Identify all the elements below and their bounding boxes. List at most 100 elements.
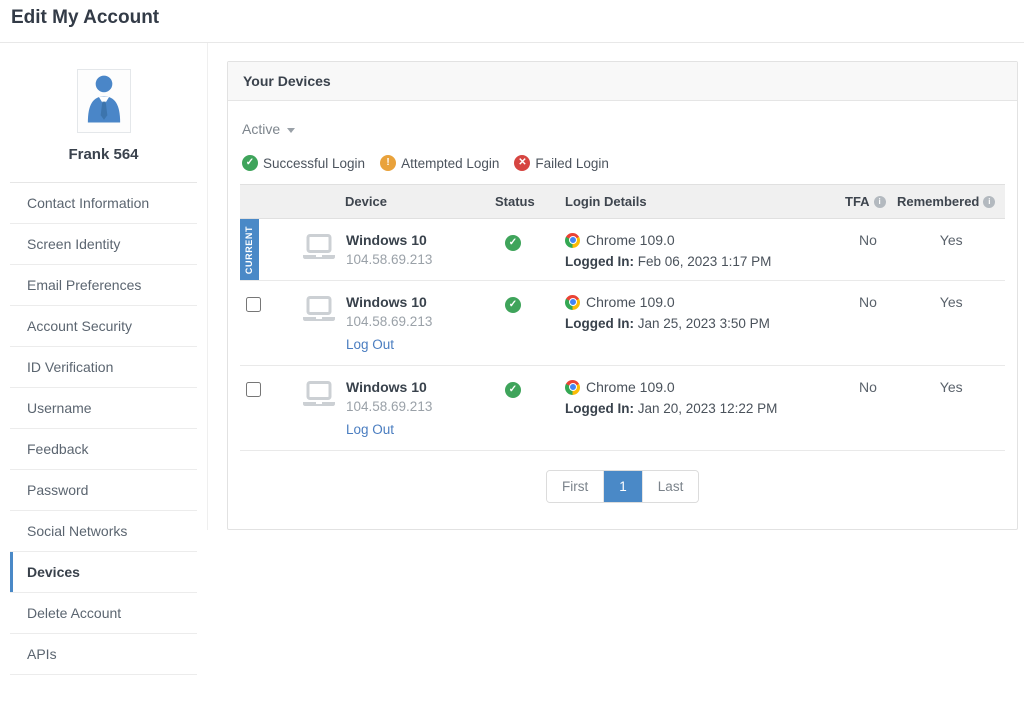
log-out-link[interactable]: Log Out bbox=[346, 337, 395, 352]
table-header-row: Device Status Login Details TFA i Rememb… bbox=[240, 184, 1006, 219]
chrome-icon bbox=[565, 379, 580, 395]
login-details-cell: Chrome 109.0 Logged In: Jan 20, 2023 12:… bbox=[565, 379, 845, 416]
page-title: Edit My Account bbox=[0, 0, 1024, 43]
content-area: Frank 564 Contact Information Screen Ide… bbox=[0, 43, 1024, 675]
device-ip: 104.58.69.213 bbox=[346, 252, 433, 267]
sidebar-item-account-security[interactable]: Account Security bbox=[10, 306, 197, 347]
profile-name: Frank 564 bbox=[68, 146, 139, 163]
check-circle-icon: ✓ bbox=[505, 235, 521, 251]
pagination-page-1-button[interactable]: 1 bbox=[603, 471, 642, 502]
browser-line: Chrome 109.0 bbox=[565, 294, 845, 310]
browser-line: Chrome 109.0 bbox=[565, 232, 845, 248]
sidebar-item-social-networks[interactable]: Social Networks bbox=[10, 511, 197, 552]
sidebar-item-screen-identity[interactable]: Screen Identity bbox=[10, 224, 197, 265]
header-remembered: Remembered i bbox=[897, 194, 1005, 209]
sidebar-item-email-preferences[interactable]: Email Preferences bbox=[10, 265, 197, 306]
chrome-icon bbox=[565, 232, 580, 248]
status-cell: ✓ bbox=[495, 294, 565, 313]
sidebar-item-id-verification[interactable]: ID Verification bbox=[10, 347, 197, 388]
device-ip: 104.58.69.213 bbox=[346, 314, 433, 329]
device-select-checkbox[interactable] bbox=[246, 297, 261, 312]
avatar bbox=[76, 69, 131, 133]
status-filter-dropdown[interactable]: Active bbox=[242, 121, 296, 137]
device-os: Windows 10 bbox=[346, 294, 427, 310]
remembered-value: Yes bbox=[939, 294, 963, 310]
tfa-value: No bbox=[859, 232, 877, 248]
header-remembered-label: Remembered bbox=[897, 194, 980, 209]
log-out-link[interactable]: Log Out bbox=[346, 422, 395, 437]
device-cell: Windows 10 104.58.69.213 Log Out bbox=[293, 379, 495, 439]
current-device-badge: CURRENT bbox=[240, 219, 259, 280]
main-column: Your Devices Active ✓ Successful Login !… bbox=[207, 43, 1019, 530]
account-sidebar: Frank 564 Contact Information Screen Ide… bbox=[10, 43, 197, 675]
info-icon[interactable]: i bbox=[983, 195, 996, 208]
sidebar-item-password[interactable]: Password bbox=[10, 470, 197, 511]
header-select-col bbox=[240, 194, 293, 209]
logged-in-label: Logged In: bbox=[565, 254, 634, 269]
laptop-icon bbox=[301, 234, 337, 267]
login-status-legend: ✓ Successful Login ! Attempted Login ✕ F… bbox=[242, 155, 1003, 171]
browser-line: Chrome 109.0 bbox=[565, 379, 845, 395]
laptop-icon bbox=[301, 381, 337, 439]
sidebar-item-apis[interactable]: APIs bbox=[10, 634, 197, 675]
header-status: Status bbox=[495, 194, 535, 209]
sidebar-item-delete-account[interactable]: Delete Account bbox=[10, 593, 197, 634]
account-nav: Contact Information Screen Identity Emai… bbox=[10, 183, 197, 675]
sidebar-item-devices[interactable]: Devices bbox=[10, 552, 197, 593]
current-badge-label: CURRENT bbox=[244, 225, 255, 274]
legend-attempted-login: ! Attempted Login bbox=[380, 155, 499, 171]
login-details-cell: Chrome 109.0 Logged In: Feb 06, 2023 1:1… bbox=[565, 232, 845, 269]
person-with-tie-icon bbox=[83, 74, 125, 129]
your-devices-panel: Your Devices Active ✓ Successful Login !… bbox=[227, 61, 1019, 530]
device-info: Windows 10 104.58.69.213 bbox=[346, 232, 432, 267]
device-select-checkbox[interactable] bbox=[246, 382, 261, 397]
info-icon[interactable]: i bbox=[873, 195, 886, 208]
chrome-icon bbox=[565, 294, 580, 310]
pagination-first-button[interactable]: First bbox=[547, 471, 604, 502]
browser-name: Chrome 109.0 bbox=[586, 379, 675, 395]
legend-successful-login: ✓ Successful Login bbox=[242, 155, 365, 171]
row-select-cell bbox=[240, 379, 293, 402]
browser-name: Chrome 109.0 bbox=[586, 232, 675, 248]
sidebar-item-username[interactable]: Username bbox=[10, 388, 197, 429]
legend-label: Failed Login bbox=[535, 155, 609, 171]
devices-table: Device Status Login Details TFA i Rememb… bbox=[240, 184, 1006, 451]
logged-in-line: Logged In: Jan 25, 2023 3:50 PM bbox=[565, 316, 845, 331]
table-row: CURRENT bbox=[240, 219, 1006, 281]
legend-label: Successful Login bbox=[263, 155, 366, 171]
tfa-value: No bbox=[859, 294, 877, 310]
device-os: Windows 10 bbox=[346, 379, 427, 395]
x-circle-icon: ✕ bbox=[514, 155, 531, 171]
remembered-value: Yes bbox=[939, 379, 963, 395]
header-tfa-label: TFA bbox=[845, 194, 870, 209]
divider bbox=[10, 182, 197, 183]
logged-in-time: Jan 25, 2023 3:50 PM bbox=[637, 316, 770, 331]
logged-in-label: Logged In: bbox=[565, 401, 634, 416]
check-circle-icon: ✓ bbox=[505, 297, 521, 313]
logged-in-label: Logged In: bbox=[565, 316, 634, 331]
device-cell: Windows 10 104.58.69.213 bbox=[293, 232, 495, 267]
status-cell: ✓ bbox=[495, 232, 565, 251]
row-select-cell bbox=[240, 294, 293, 317]
header-device: Device bbox=[345, 194, 387, 209]
sidebar-item-contact-information[interactable]: Contact Information bbox=[10, 183, 197, 224]
logged-in-time: Jan 20, 2023 12:22 PM bbox=[637, 401, 778, 416]
chevron-down-icon bbox=[287, 127, 296, 133]
table-row: Windows 10 104.58.69.213 Log Out ✓ Chro bbox=[240, 366, 1006, 451]
browser-name: Chrome 109.0 bbox=[586, 294, 675, 310]
legend-failed-login: ✕ Failed Login bbox=[514, 155, 609, 171]
pagination-last-button[interactable]: Last bbox=[641, 471, 699, 502]
logged-in-line: Logged In: Jan 20, 2023 12:22 PM bbox=[565, 401, 845, 416]
device-cell: Windows 10 104.58.69.213 Log Out bbox=[293, 294, 495, 354]
panel-body: Active ✓ Successful Login ! Attempted Lo… bbox=[228, 101, 1017, 529]
tfa-value: No bbox=[859, 379, 877, 395]
logged-in-line: Logged In: Feb 06, 2023 1:17 PM bbox=[565, 254, 845, 269]
panel-title: Your Devices bbox=[228, 62, 1018, 101]
device-ip: 104.58.69.213 bbox=[346, 399, 433, 414]
pagination-group: First 1 Last bbox=[546, 470, 700, 503]
login-details-cell: Chrome 109.0 Logged In: Jan 25, 2023 3:5… bbox=[565, 294, 845, 331]
legend-label: Attempted Login bbox=[401, 155, 500, 171]
sidebar-item-feedback[interactable]: Feedback bbox=[10, 429, 197, 470]
exclamation-circle-icon: ! bbox=[380, 155, 397, 171]
status-cell: ✓ bbox=[495, 379, 565, 398]
